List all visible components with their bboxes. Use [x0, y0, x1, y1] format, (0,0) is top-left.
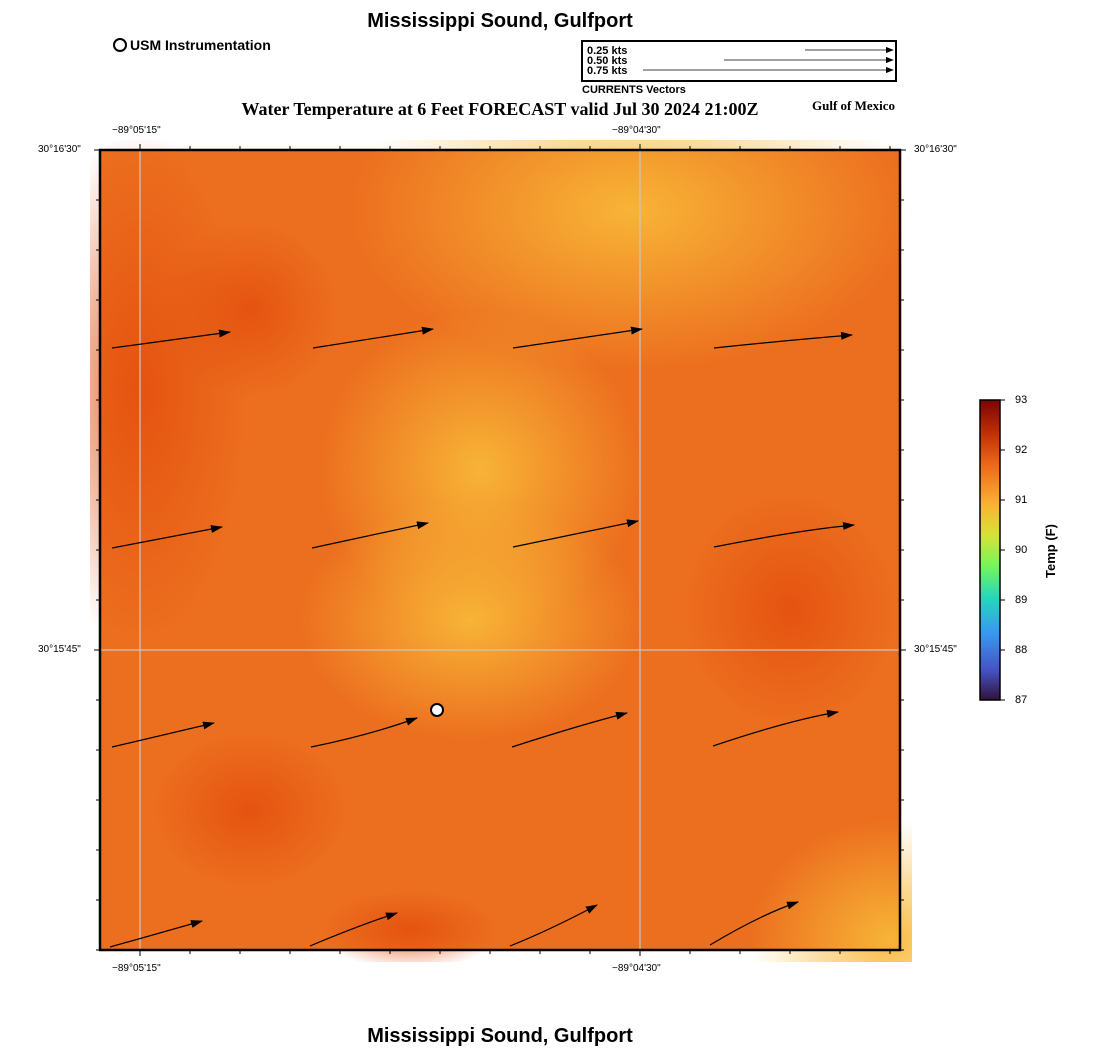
current-vector — [713, 331, 853, 349]
current-vector — [713, 522, 855, 548]
vector-legend: 0.25 kts 0.50 kts 0.75 kts — [581, 40, 897, 82]
current-vector — [512, 519, 639, 548]
colorbar-tick-label: 93 — [1015, 394, 1028, 406]
colorbar-tick-label: 89 — [1015, 594, 1028, 606]
colorbar-tick-label: 88 — [1015, 644, 1028, 656]
lat-label-left-1: 30°16'30" — [38, 144, 81, 155]
colorbar-tick-label: 90 — [1015, 544, 1028, 556]
colorbar — [979, 399, 1005, 701]
current-vector — [111, 721, 215, 748]
lat-label-right-2: 30°15'45" — [914, 644, 957, 655]
current-vector — [709, 901, 799, 946]
current-vector — [109, 920, 203, 948]
current-vector — [509, 904, 598, 947]
current-vectors — [109, 326, 855, 948]
current-vector — [310, 717, 418, 748]
map-subtitle: Water Temperature at 6 Feet FORECAST val… — [241, 99, 759, 119]
station-legend: USM Instrumentation — [113, 37, 271, 53]
colorbar-tick-label: 92 — [1015, 444, 1028, 456]
colorbar-title: Temp (F) — [1043, 524, 1058, 578]
station-legend-label: USM Instrumentation — [130, 37, 271, 53]
map-panel — [90, 140, 912, 962]
vector-legend-arrows — [643, 46, 894, 74]
current-vector — [311, 521, 429, 549]
current-vector — [111, 525, 223, 549]
map-title: Mississippi Sound, Gulfport — [367, 10, 633, 32]
usm-station-marker-icon[interactable] — [430, 703, 444, 717]
lat-label-right-1: 30°16'30" — [914, 144, 957, 155]
vector-legend-entry-3: 0.75 kts — [587, 65, 628, 77]
current-vector — [309, 912, 398, 947]
lon-label-bottom-2: −89°04'30" — [612, 963, 661, 974]
station-marker-icon — [113, 38, 127, 52]
current-vector — [712, 709, 839, 747]
lat-label-left-2: 30°15'45" — [38, 644, 81, 655]
current-vector — [511, 711, 628, 748]
colorbar-tick-label: 91 — [1015, 494, 1028, 506]
vector-legend-entry-1: 0.25 kts — [587, 45, 628, 57]
region-label: Gulf of Mexico — [812, 98, 896, 113]
current-vector — [312, 326, 434, 349]
axis-ticks — [94, 144, 906, 956]
vector-legend-entry-2: 0.50 kts — [587, 55, 628, 67]
colorbar-gradient — [979, 399, 1001, 701]
lon-label-top-1: −89°05'15" — [112, 125, 161, 136]
lon-label-top-2: −89°04'30" — [612, 125, 661, 136]
vector-legend-caption: CURRENTS Vectors — [582, 84, 686, 96]
map-title-bottom: Mississippi Sound, Gulfport — [367, 1025, 633, 1047]
colorbar-tick-label: 87 — [1015, 694, 1028, 706]
lon-label-bottom-1: −89°05'15" — [112, 963, 161, 974]
current-vector — [512, 326, 643, 349]
current-vector — [111, 329, 231, 349]
